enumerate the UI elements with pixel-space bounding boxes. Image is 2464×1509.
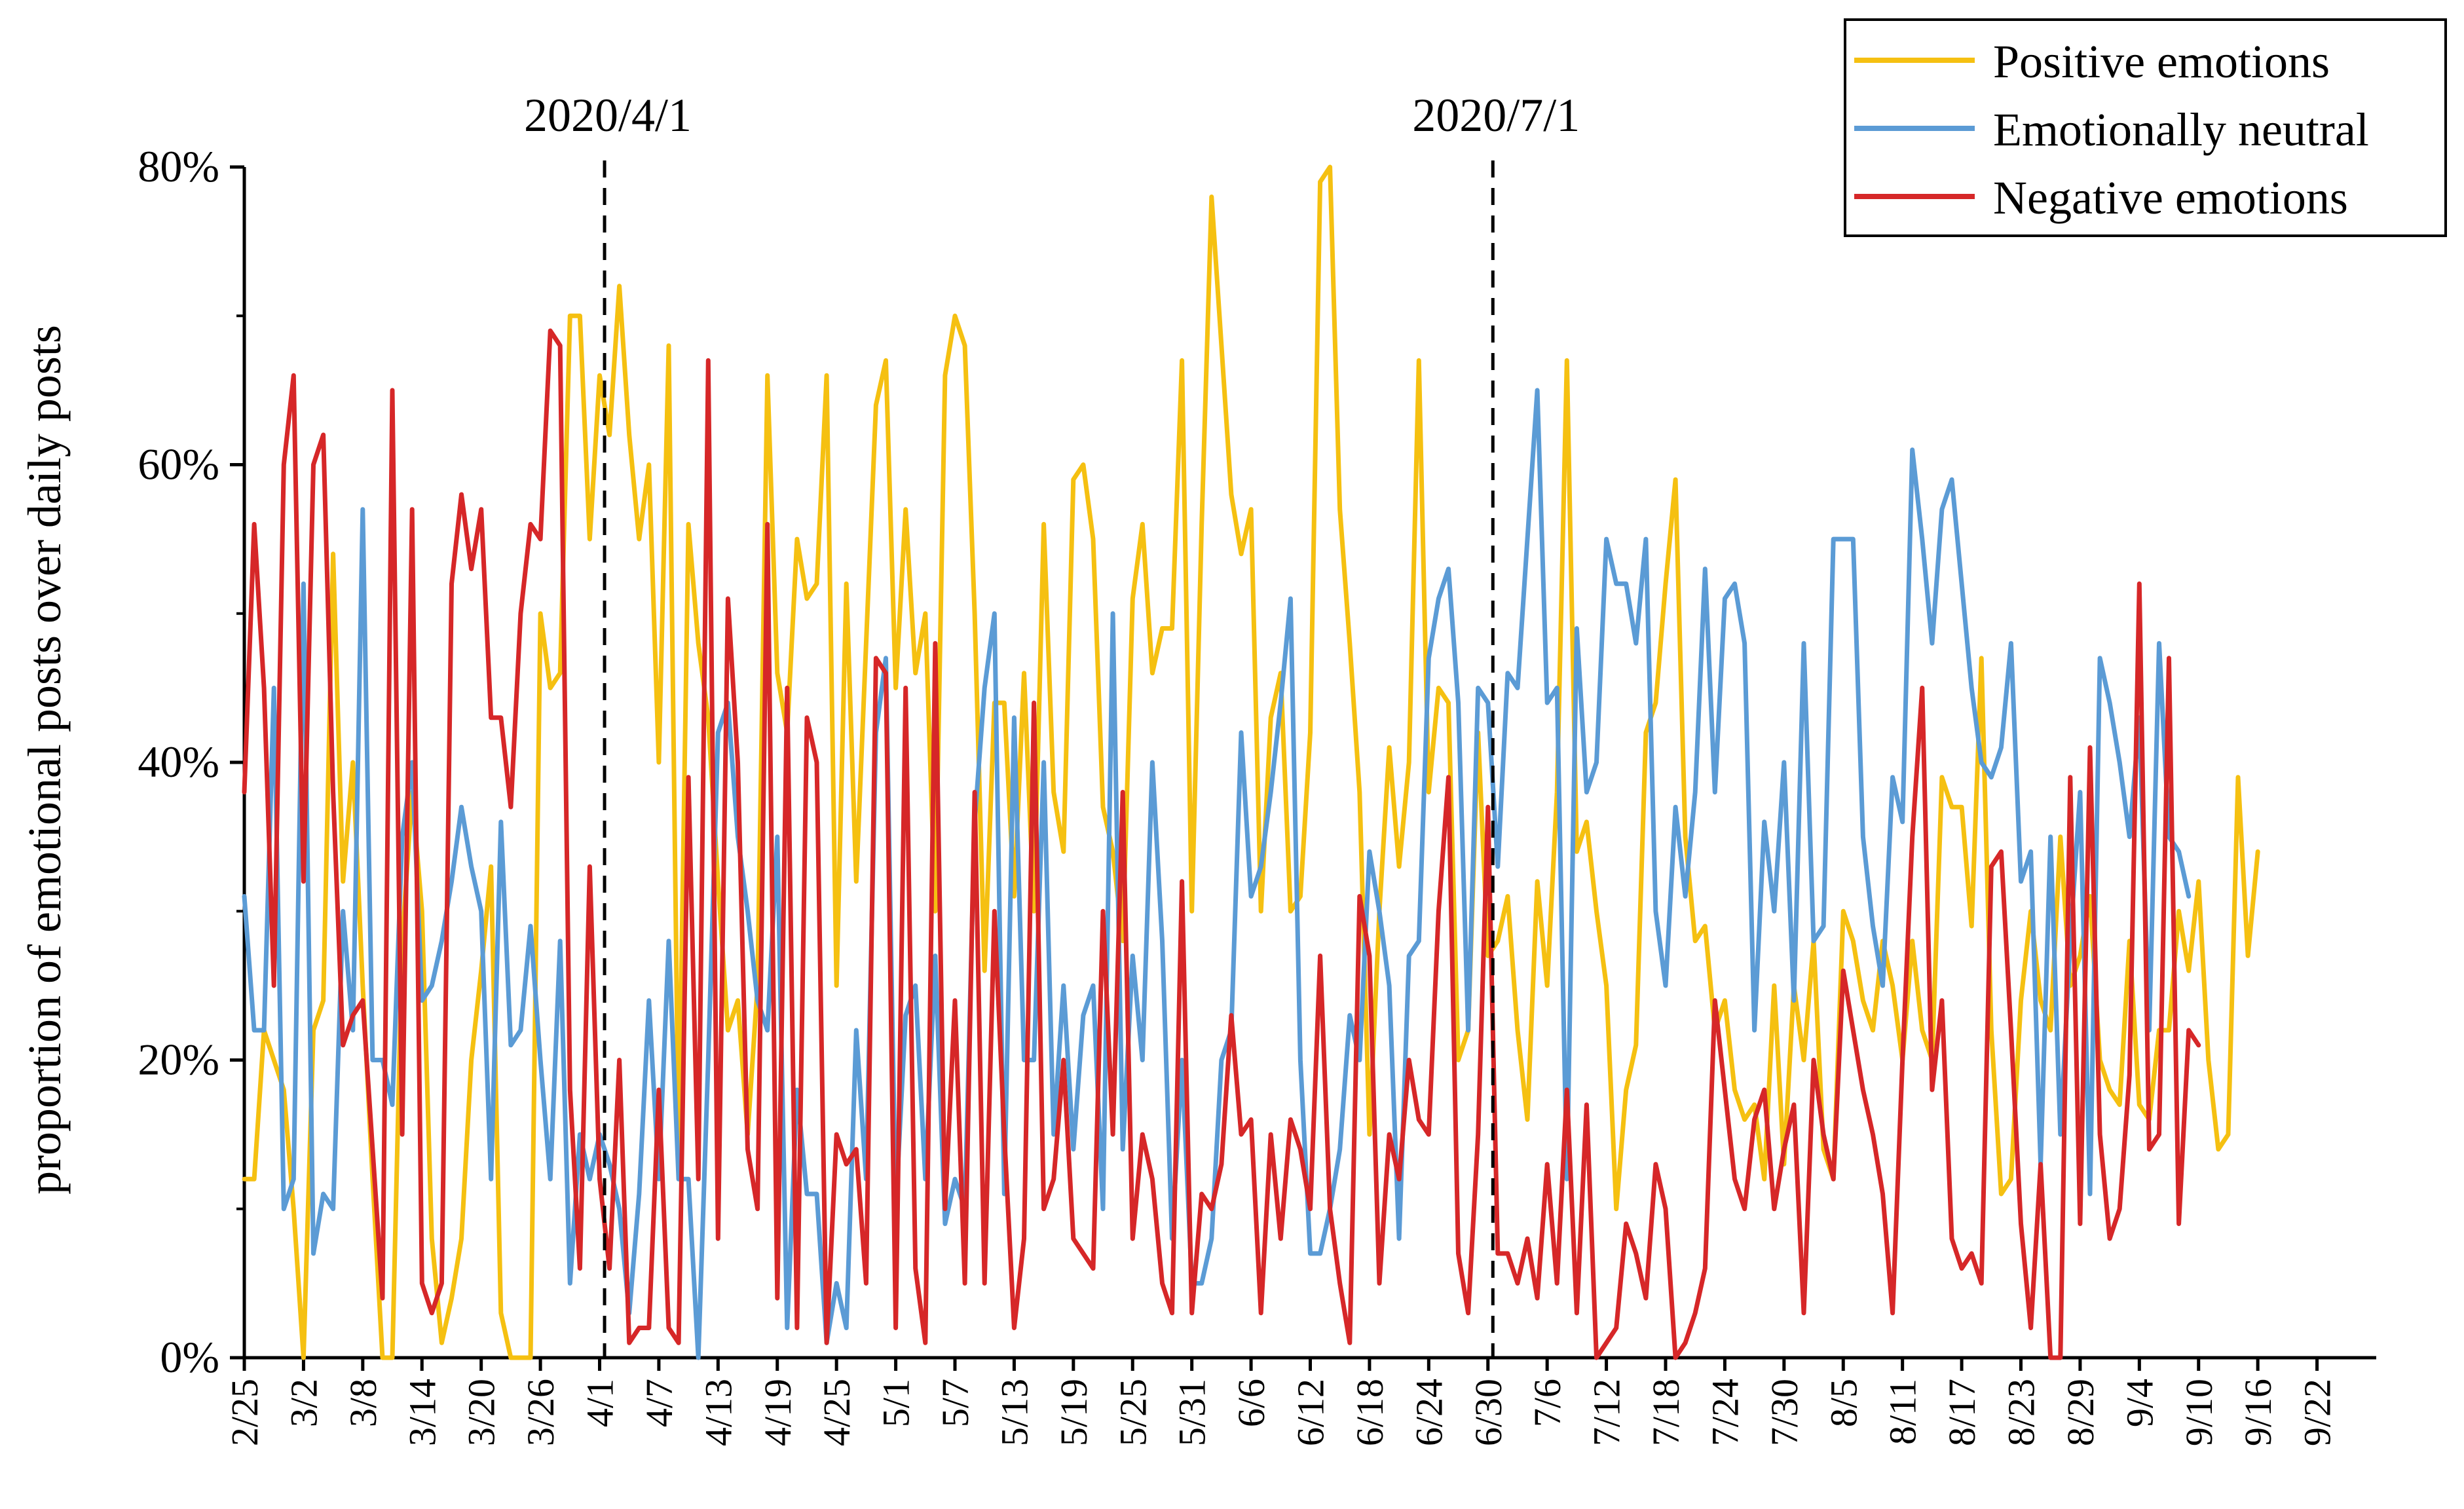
x-tick-label: 5/25 [1111,1379,1154,1446]
x-tick-label: 3/14 [401,1379,443,1446]
x-tick-label: 4/25 [815,1379,858,1446]
legend-label: Positive emotions [1993,35,2330,88]
y-tick-label: 20% [138,1035,219,1085]
x-tick-label: 6/24 [1408,1379,1450,1446]
x-tick-label: 3/2 [282,1379,325,1427]
y-tick-label: 40% [138,737,219,787]
x-tick-label: 3/8 [342,1379,384,1427]
legend-label: Negative emotions [1993,172,2348,224]
x-tick-label: 8/23 [2000,1379,2043,1446]
x-tick-label: 9/16 [2237,1379,2279,1446]
x-tick-label: 7/18 [1645,1379,1687,1446]
y-tick-label: 0% [160,1332,219,1382]
y-tick-label: 60% [138,439,219,489]
chart-legend: Positive emotions Emotionally neutral Nega… [1844,18,2447,237]
x-tick-label: 6/18 [1349,1379,1391,1446]
x-tick-label: 8/29 [2059,1379,2102,1446]
x-tick-label: 6/6 [1230,1379,1273,1427]
x-tick-label: 9/22 [2296,1379,2339,1446]
x-tick-label: 8/5 [1822,1379,1865,1427]
x-tick-label: 4/7 [638,1379,681,1427]
x-tick-label: 8/11 [1882,1379,1924,1445]
x-tick-label: 7/30 [1763,1379,1806,1446]
x-tick-label: 5/13 [993,1379,1036,1446]
x-tick-label: 9/10 [2178,1379,2220,1446]
x-tick-label: 3/26 [519,1379,562,1446]
x-tick-label: 5/31 [1171,1379,1214,1446]
y-tick-label: 80% [138,141,219,191]
x-tick-label: 6/12 [1290,1379,1332,1446]
x-tick-label: 7/6 [1526,1379,1569,1427]
series-line-0 [242,164,2260,1360]
x-tick-label: 2/25 [223,1379,266,1446]
annotation-label: 2020/7/1 [1412,89,1580,141]
x-tick-label: 8/17 [1941,1379,1983,1446]
x-tick-label: 5/19 [1053,1379,1095,1446]
series-line-2 [242,328,2201,1360]
chart-series [242,164,2260,1360]
x-tick-label: 4/19 [756,1379,799,1446]
x-tick-label: 5/1 [875,1379,918,1427]
chart-annotations: 2020/4/1 2020/7/1 [524,89,1580,1358]
x-tick-label: 4/1 [579,1379,622,1427]
legend-label: Emotionally neutral [1993,103,2369,156]
x-tick-label: 7/24 [1704,1379,1746,1446]
x-tick-label: 5/7 [934,1379,977,1427]
annotation-label: 2020/4/1 [524,89,692,141]
chart-axes: 0% 20% 40% 60% 80% 2/25 3/2 3/8 3/14 3/20 3/26 4/1 4… [138,141,2376,1446]
x-tick-label: 7/12 [1586,1379,1628,1446]
x-tick-label: 6/30 [1467,1379,1510,1446]
x-tick-label: 9/4 [2118,1379,2161,1427]
x-tick-label: 4/13 [697,1379,739,1446]
series-line-1 [242,388,2192,1360]
x-tick-label: 3/20 [460,1379,503,1446]
y-axis-label: proportion of emotional posts over daily… [18,325,71,1195]
